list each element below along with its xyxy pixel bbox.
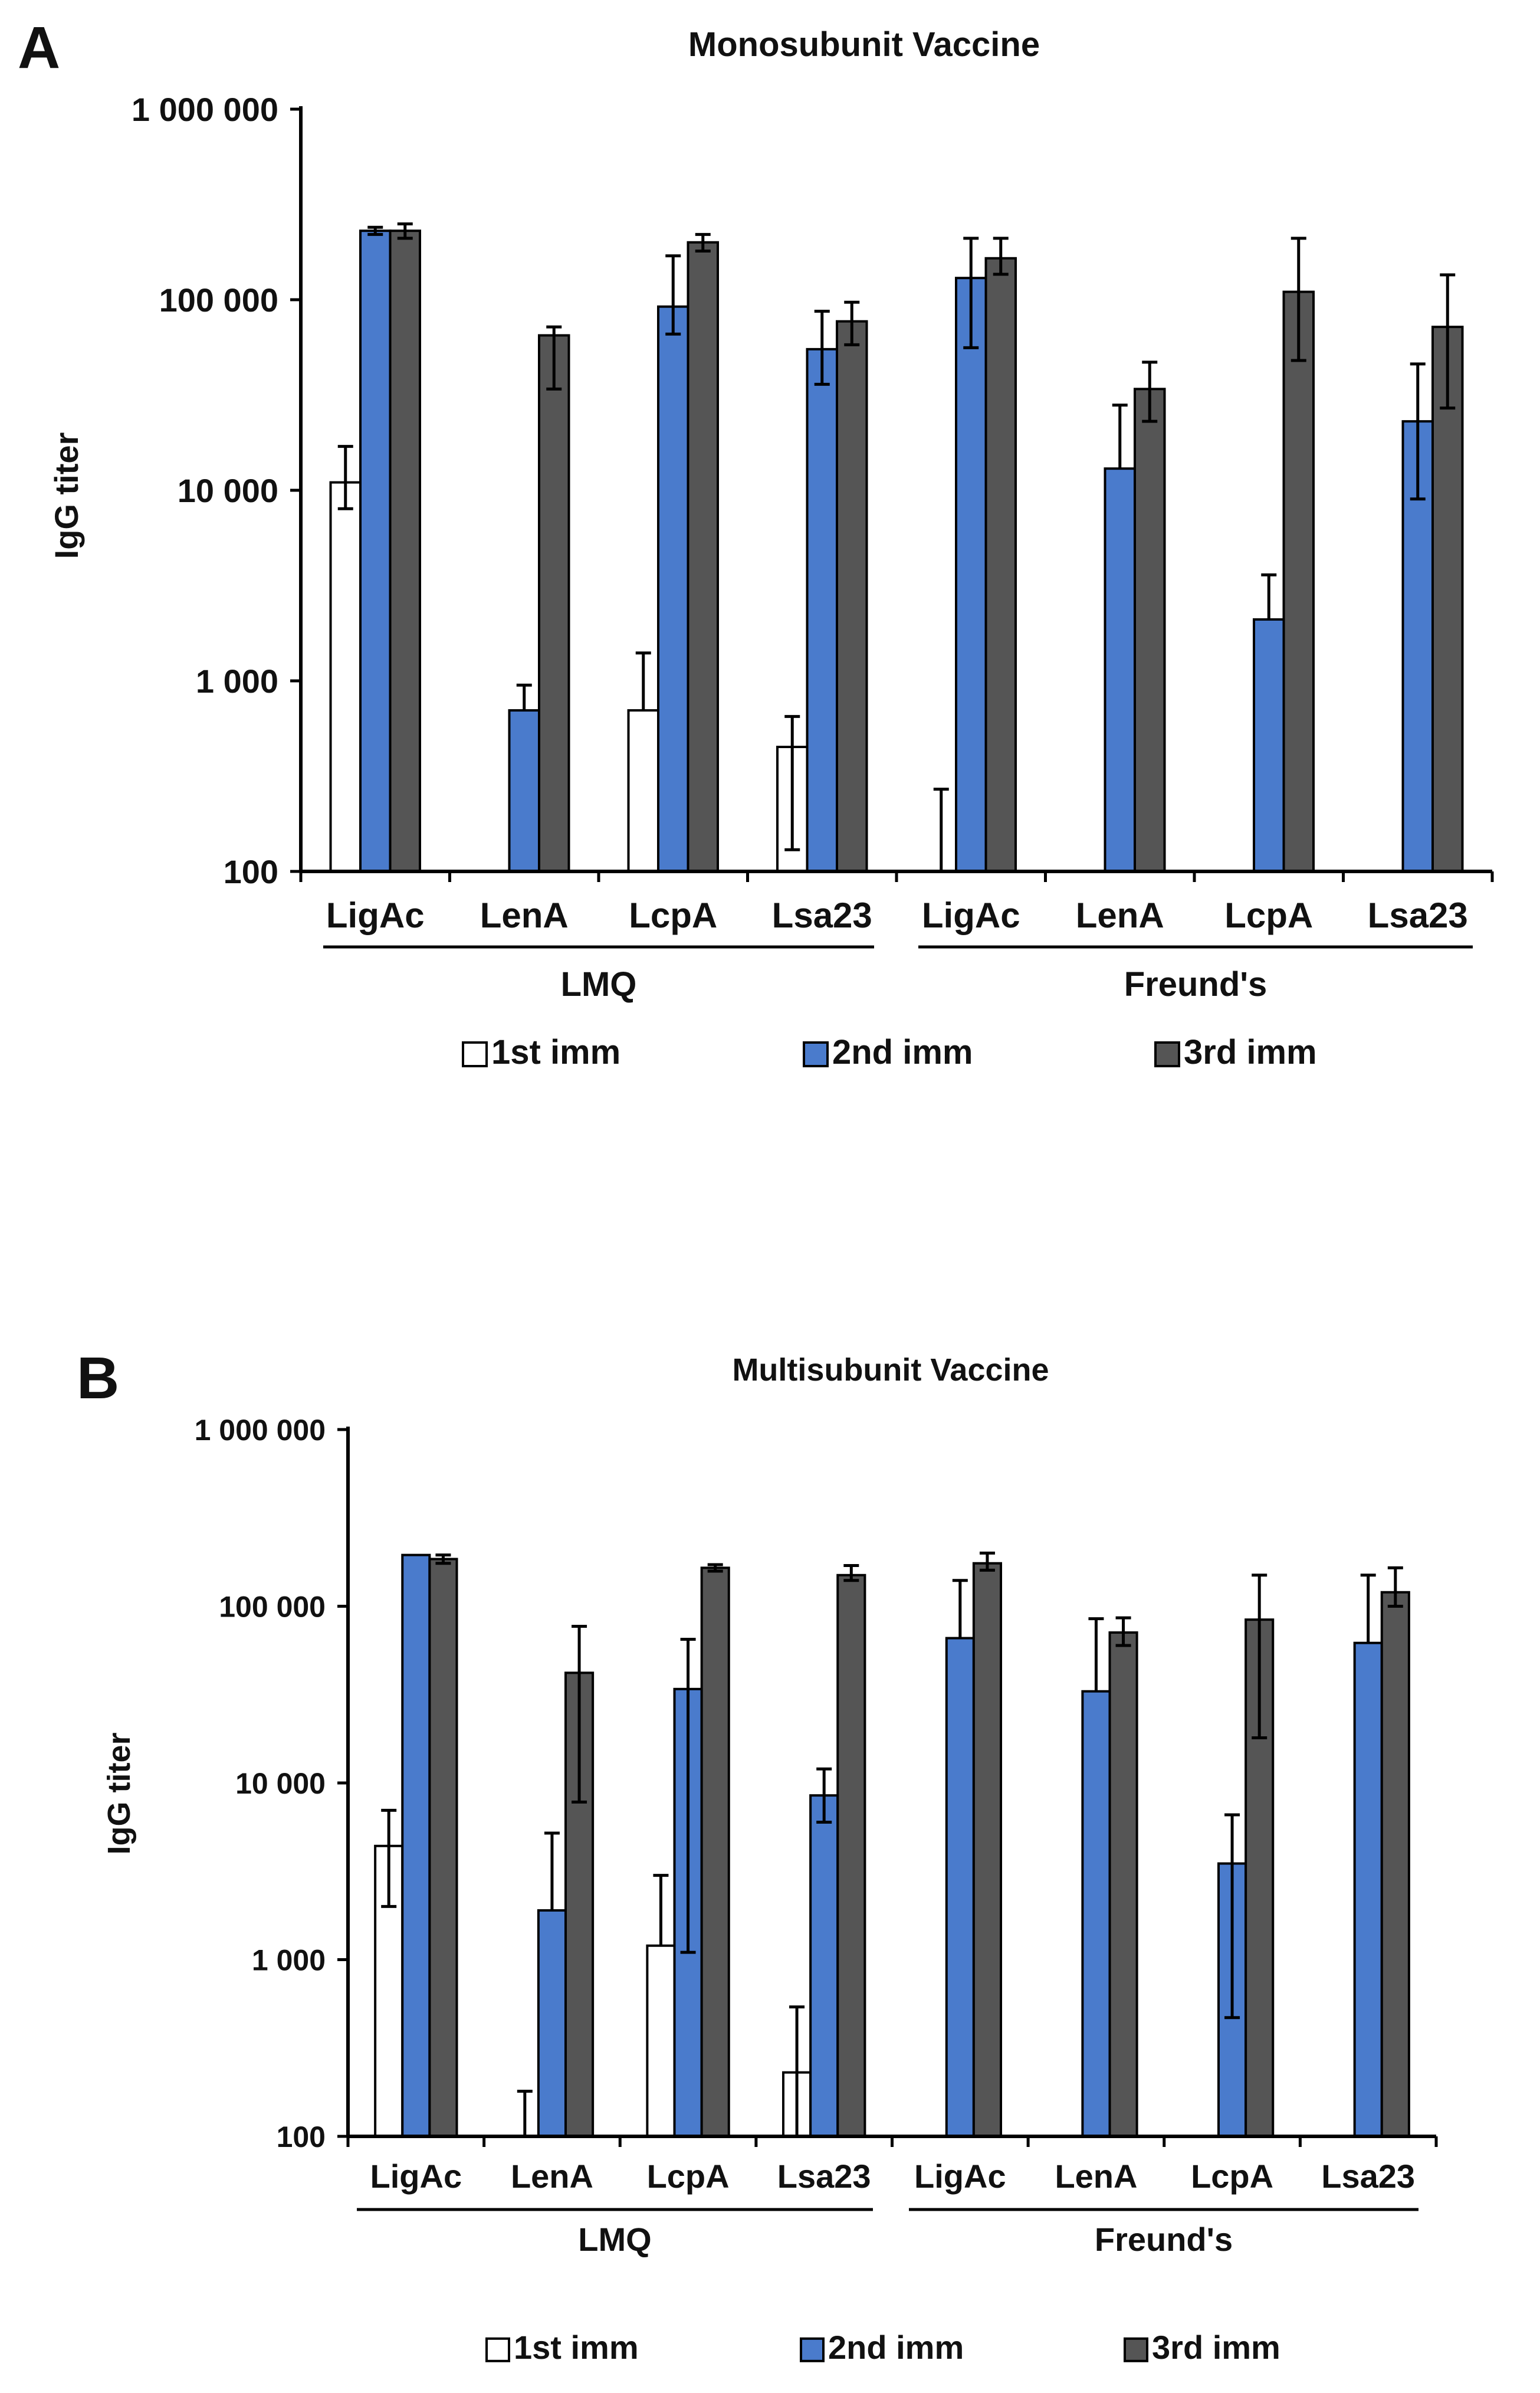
bar <box>538 334 570 873</box>
plot-a: 100 1 000 10 000 100 000 1 000 000 LigAc LenA L… <box>132 91 1494 1071</box>
bar <box>1108 1631 1138 2138</box>
legend-swatch <box>1154 1041 1180 1067</box>
legend-label: 2nd imm <box>828 2329 964 2366</box>
bar <box>1353 1641 1383 2138</box>
x-tick-label: Lsa23 <box>1321 2158 1415 2195</box>
bar <box>401 1553 431 2138</box>
chart-title-a: Monosubunit Vaccine <box>688 25 1040 64</box>
legend-swatch <box>485 2337 510 2362</box>
y-tick-label: 1 000 000 <box>195 1414 326 1447</box>
x-tick-label: LenA <box>1055 2158 1137 2195</box>
bar <box>972 1562 1002 2138</box>
group-label: Freund's <box>1124 965 1268 1004</box>
y-tick-label: 1 000 000 <box>132 91 278 128</box>
bar <box>329 481 362 873</box>
bar <box>836 320 868 873</box>
x-tick-label: LenA <box>511 2158 593 2195</box>
legend-label: 2nd imm <box>832 1033 973 1071</box>
bar <box>627 709 659 873</box>
x-tick-label: LigAc <box>326 896 425 935</box>
bar <box>806 348 838 873</box>
bar <box>657 305 689 873</box>
x-tick-label: LenA <box>1076 896 1164 935</box>
bar <box>687 241 719 873</box>
group-label: LMQ <box>561 965 637 1004</box>
bar <box>700 1566 730 2138</box>
legend-swatch <box>1124 2337 1148 2362</box>
y-axis-label-a: IgG titer <box>48 432 85 559</box>
y-tick-label: 100 000 <box>159 281 278 319</box>
y-tick-label: 10 000 <box>178 472 278 509</box>
legend-label: 3rd imm <box>1184 1033 1317 1071</box>
x-tick-label: LcpA <box>629 896 717 935</box>
bar <box>984 257 1017 873</box>
x-tick-label: Lsa23 <box>1368 896 1468 935</box>
x-tick-label: LcpA <box>1224 896 1313 935</box>
panel-b: B Multisubunit Vaccine IgG titer 100 1 00… <box>77 1345 1438 2366</box>
bar <box>508 709 540 873</box>
panel-label-b: B <box>77 1345 119 1411</box>
bar <box>1134 388 1166 873</box>
x-tick-label: LenA <box>480 896 569 935</box>
y-tick-label: 1 000 <box>252 1944 326 1977</box>
x-tick-label: LigAc <box>914 2158 1006 2195</box>
bar <box>359 230 392 873</box>
x-tick-label: Lsa23 <box>777 2158 871 2195</box>
plot-b: 100 1 000 10 000 100 000 1 000 000 LigAc LenA L… <box>195 1414 1438 2366</box>
x-tick-label: Lsa23 <box>772 896 872 935</box>
bar <box>1104 467 1136 873</box>
y-tick-label: 100 <box>224 853 278 890</box>
bar <box>809 1794 839 2138</box>
y-tick-label: 100 <box>277 2120 326 2153</box>
legend-swatch <box>462 1041 488 1067</box>
legend-label: 3rd imm <box>1152 2329 1280 2366</box>
bar <box>428 1558 458 2138</box>
bar <box>955 277 987 873</box>
group-label: LMQ <box>578 2221 651 2258</box>
group-label: Freund's <box>1095 2221 1233 2258</box>
bar <box>1380 1591 1410 2138</box>
bar <box>836 1574 866 2138</box>
x-tick-label: LigAc <box>370 2158 462 2195</box>
y-tick-label: 1 000 <box>196 663 278 700</box>
legend-label: 1st imm <box>491 1033 620 1071</box>
y-tick-label: 100 000 <box>219 1591 326 1624</box>
x-tick-label: LigAc <box>922 896 1020 935</box>
legend-swatch <box>803 1041 829 1067</box>
panel-label-a: A <box>18 15 60 81</box>
bar <box>945 1637 975 2138</box>
chart-title-b: Multisubunit Vaccine <box>732 1352 1049 1388</box>
bar <box>389 230 421 873</box>
y-axis-label-b: IgG titer <box>101 1732 137 1854</box>
bar <box>646 1944 676 2138</box>
bar <box>1282 290 1315 873</box>
bar <box>1081 1690 1111 2138</box>
legend-label: 1st imm <box>514 2329 639 2366</box>
x-tick-label: LcpA <box>1191 2158 1273 2195</box>
legend-swatch <box>800 2337 825 2362</box>
panel-a: A Monosubunit Vaccine IgG titer 100 1 000… <box>18 15 1494 1071</box>
y-tick-label: 10 000 <box>235 1767 326 1800</box>
bar <box>537 1909 567 2138</box>
x-tick-label: LcpA <box>647 2158 730 2195</box>
bar <box>1253 618 1285 873</box>
